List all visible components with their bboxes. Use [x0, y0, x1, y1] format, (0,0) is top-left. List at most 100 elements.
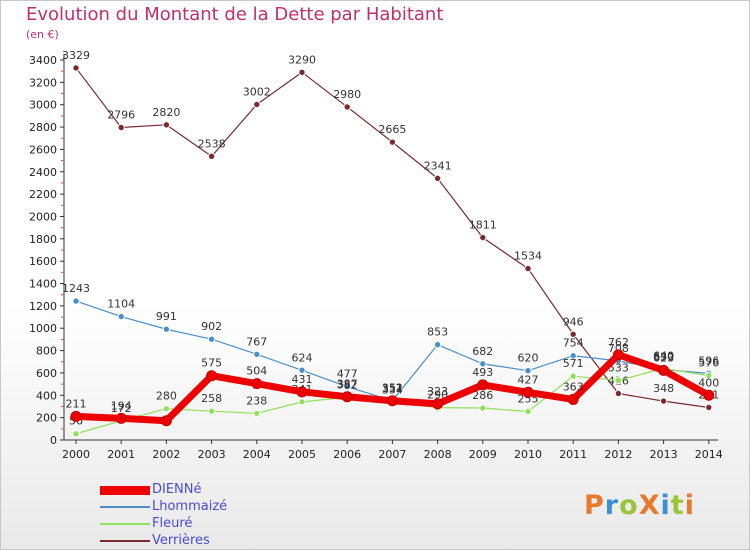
data-point-fleure: [72, 430, 80, 438]
data-label-dienne: 762: [608, 336, 629, 349]
x-tick-label: 2013: [650, 448, 678, 461]
legend-label-verrieres: Verrières: [152, 533, 210, 548]
y-tick-label: 3000: [29, 99, 57, 112]
data-label-lhommaize: 352: [382, 382, 403, 395]
data-label-fleure: 258: [201, 392, 222, 405]
data-point-lhommaize: [343, 382, 351, 391]
data-label-dienne: 504: [246, 365, 267, 378]
data-label-fleure: 280: [156, 390, 177, 403]
data-point-dienne: [70, 410, 82, 422]
y-tick-label: 0: [50, 434, 57, 447]
data-label-lhommaize: 708: [608, 342, 629, 355]
data-point-lhommaize: [117, 312, 125, 321]
y-tick-label: 2200: [29, 188, 57, 201]
legend-swatch-dienne: [100, 485, 150, 495]
data-label-lhommaize: 682: [472, 345, 493, 358]
x-tick-label: 2009: [469, 448, 497, 461]
data-label-verrieres: 2980: [333, 88, 361, 101]
data-label-verrieres: 3329: [62, 49, 90, 62]
y-tick-label: 1200: [29, 300, 57, 313]
data-point-verrieres: [343, 103, 351, 111]
data-label-lhommaize: 767: [246, 335, 267, 348]
data-label-fleure: 382: [337, 378, 358, 391]
legend-swatch-fleure: [100, 523, 150, 525]
logo-letter: r: [604, 490, 620, 521]
data-point-verrieres: [207, 152, 216, 161]
legend-label-fleure: Fleuré: [152, 516, 193, 531]
y-tick-label: 2400: [29, 166, 57, 179]
y-tick-label: 1800: [29, 233, 57, 246]
data-label-verrieres: 3290: [288, 53, 316, 66]
data-point-fleure: [614, 376, 623, 385]
data-point-fleure: [524, 407, 532, 416]
logo-letter: t: [670, 490, 685, 521]
data-point-fleure: [253, 409, 261, 418]
data-label-lhommaize: 1243: [62, 282, 90, 295]
data-point-dienne: [206, 370, 218, 382]
data-label-dienne: 400: [698, 376, 719, 389]
data-label-fleure: 286: [472, 389, 493, 402]
y-tick-label: 1600: [29, 255, 57, 268]
data-label-verrieres: 946: [563, 315, 584, 328]
data-point-lhommaize: [479, 360, 487, 368]
data-point-lhommaize: [207, 335, 216, 343]
data-label-lhommaize: 754: [563, 337, 584, 350]
data-label-lhommaize: 624: [292, 351, 313, 364]
data-point-dienne: [432, 398, 444, 410]
x-tick-label: 2014: [695, 448, 723, 461]
logo-letter: i: [660, 490, 671, 521]
data-label-verrieres: 1534: [514, 250, 542, 263]
y-tick-label: 200: [36, 412, 57, 425]
data-point-dienne: [251, 378, 263, 390]
data-label-verrieres: 2538: [198, 137, 226, 150]
data-label-verrieres: 2820: [152, 106, 180, 119]
x-tick-label: 2011: [559, 448, 587, 461]
data-point-fleure: [207, 407, 216, 415]
data-point-dienne: [612, 349, 624, 361]
data-label-dienne: 575: [201, 357, 222, 370]
data-point-dienne: [296, 386, 308, 398]
data-point-verrieres: [298, 68, 306, 76]
data-point-dienne: [567, 393, 579, 405]
data-label-verrieres: 3002: [243, 85, 271, 98]
x-tick-label: 2000: [62, 448, 90, 461]
data-point-dienne: [386, 395, 398, 407]
data-label-dienne: 323: [427, 385, 448, 398]
x-tick-label: 2005: [288, 448, 316, 461]
data-point-lhommaize: [162, 325, 171, 333]
y-tick-label: 800: [36, 345, 57, 358]
data-point-verrieres: [479, 233, 487, 242]
data-point-verrieres: [614, 389, 623, 398]
chart-subtitle: (en €): [26, 28, 59, 41]
data-point-verrieres: [388, 138, 397, 146]
data-point-lhommaize: [569, 352, 577, 360]
data-label-verrieres: 2665: [378, 123, 406, 136]
x-tick-label: 2012: [604, 448, 632, 461]
x-tick-label: 2008: [424, 448, 452, 461]
logo-letter: i: [684, 490, 695, 521]
data-label-lhommaize: 630: [653, 351, 674, 364]
x-tick-label: 2004: [243, 448, 271, 461]
legend-label-dienne: DIENNé: [152, 482, 202, 497]
data-point-lhommaize: [72, 297, 80, 305]
data-label-dienne: 427: [518, 373, 539, 386]
y-tick-label: 2800: [29, 121, 57, 134]
data-point-verrieres: [117, 123, 125, 132]
y-tick-label: 3400: [29, 54, 57, 67]
data-label-lhommaize: 596: [698, 354, 719, 367]
data-label-lhommaize: 1104: [107, 298, 135, 311]
data-label-fleure: 238: [246, 394, 267, 407]
data-label-lhommaize: 853: [427, 326, 448, 339]
data-point-verrieres: [569, 330, 577, 338]
data-label-lhommaize: 991: [156, 310, 177, 323]
logo-letter: o: [619, 490, 639, 521]
data-point-dienne: [115, 412, 127, 424]
data-point-verrieres: [433, 174, 442, 183]
data-label-dienne: 493: [472, 366, 493, 379]
y-tick-label: 2000: [29, 210, 57, 223]
data-point-verrieres: [253, 100, 261, 109]
x-tick-label: 2007: [378, 448, 406, 461]
data-label-dienne: 194: [111, 399, 132, 412]
y-tick-label: 1000: [29, 322, 57, 335]
